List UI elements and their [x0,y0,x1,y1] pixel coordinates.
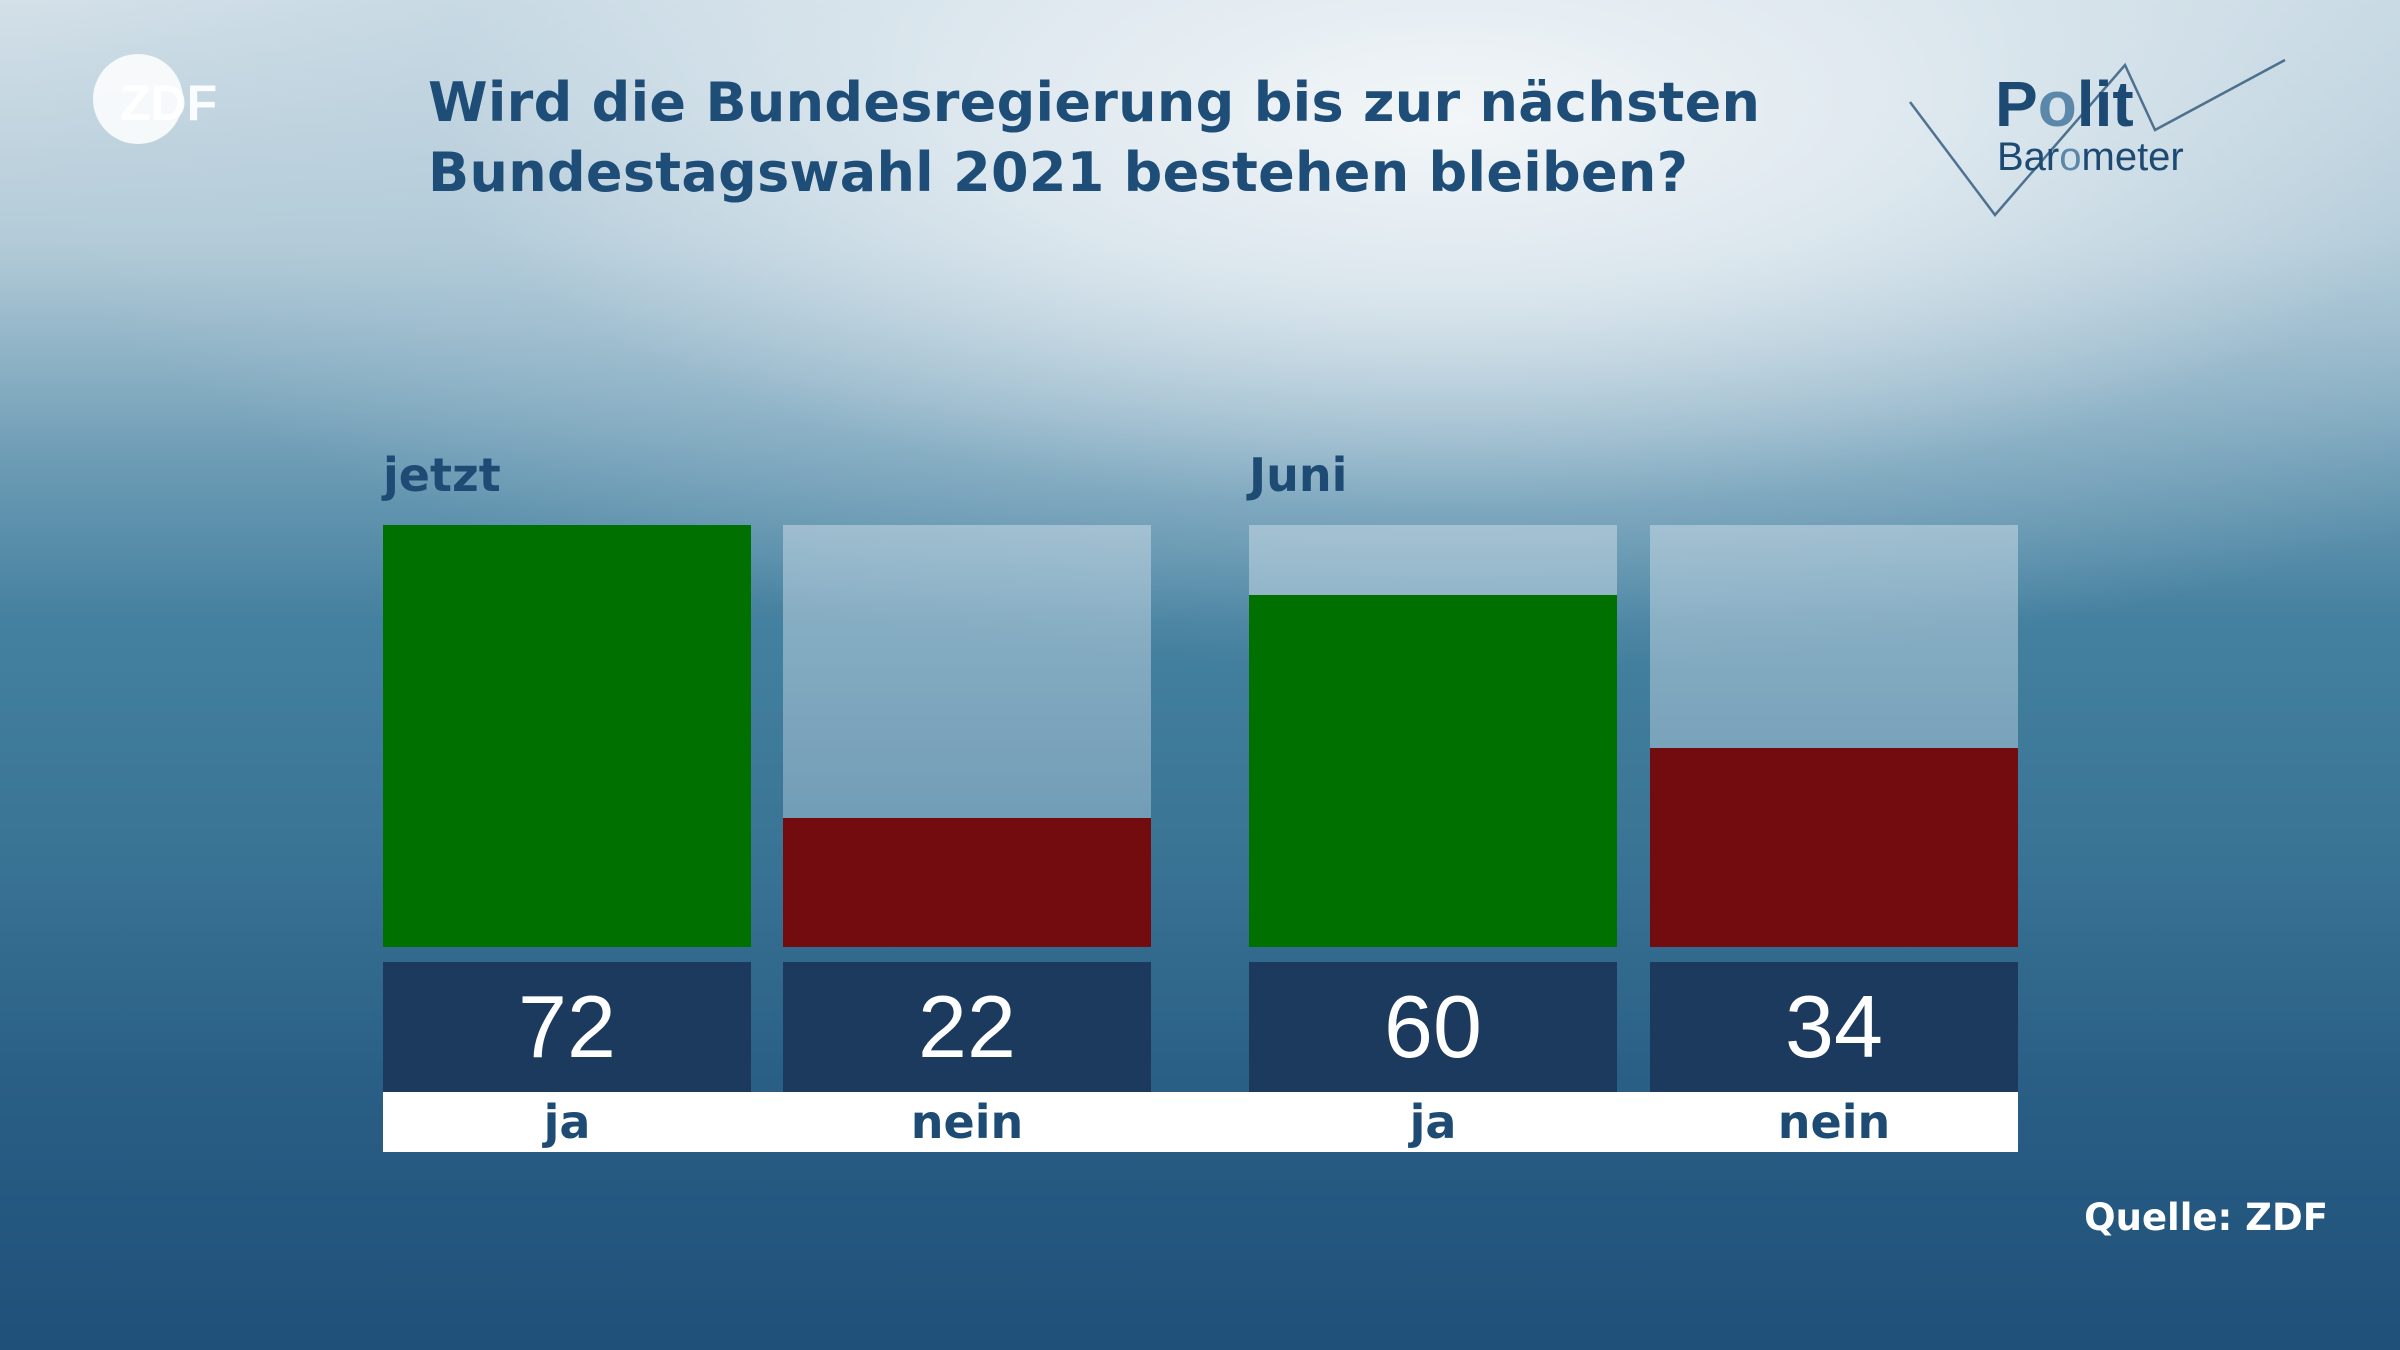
value-label-jetzt-nein: 22 [783,962,1151,1092]
category-label-jetzt-ja: ja [543,1095,591,1149]
chart-title: Wird die Bundesregierung bis zur nächste… [428,68,1828,208]
politbarometer-word-barometer: Barometer [1997,135,2184,179]
politbarometer-logo: Polit Barometer [1909,58,2286,217]
bar-track-jetzt-ja [383,525,751,947]
bar-juni-ja [1249,595,1617,947]
politbarometer-word-polit: Polit [1995,68,2134,140]
category-label-jetzt-nein: nein [910,1095,1024,1149]
zdf-logo-circle [93,54,183,144]
zdf-logo: ZDF [93,54,217,144]
category-label-juni-ja: ja [1409,1095,1457,1149]
bar-track-juni-ja [1249,525,1617,947]
politbarometer-zigzag-line [1909,58,2286,217]
value-label-juni-ja: 60 [1249,962,1617,1092]
bar-jetzt-nein [783,818,1151,947]
bar-juni-nein [1650,748,2018,947]
bar-jetzt-ja [383,525,751,947]
category-label-juni-nein: nein [1777,1095,1891,1149]
source-note: Quelle: ZDF [2084,1196,2328,1239]
group-label-juni: Juni [1249,448,1348,502]
value-label-jetzt-ja: 72 [383,962,751,1092]
bar-track-juni-nein [1650,525,2018,947]
bar-track-jetzt-nein [783,525,1151,947]
value-label-juni-nein: 34 [1650,962,2018,1092]
zdf-logo-text: ZDF [120,75,217,131]
category-strip [383,1092,2018,1152]
chart-title-line-2: Bundestagswahl 2021 bestehen bleiben? [428,141,1689,204]
chart-title-line-1: Wird die Bundesregierung bis zur nächste… [428,71,1761,134]
group-label-jetzt: jetzt [383,448,501,502]
